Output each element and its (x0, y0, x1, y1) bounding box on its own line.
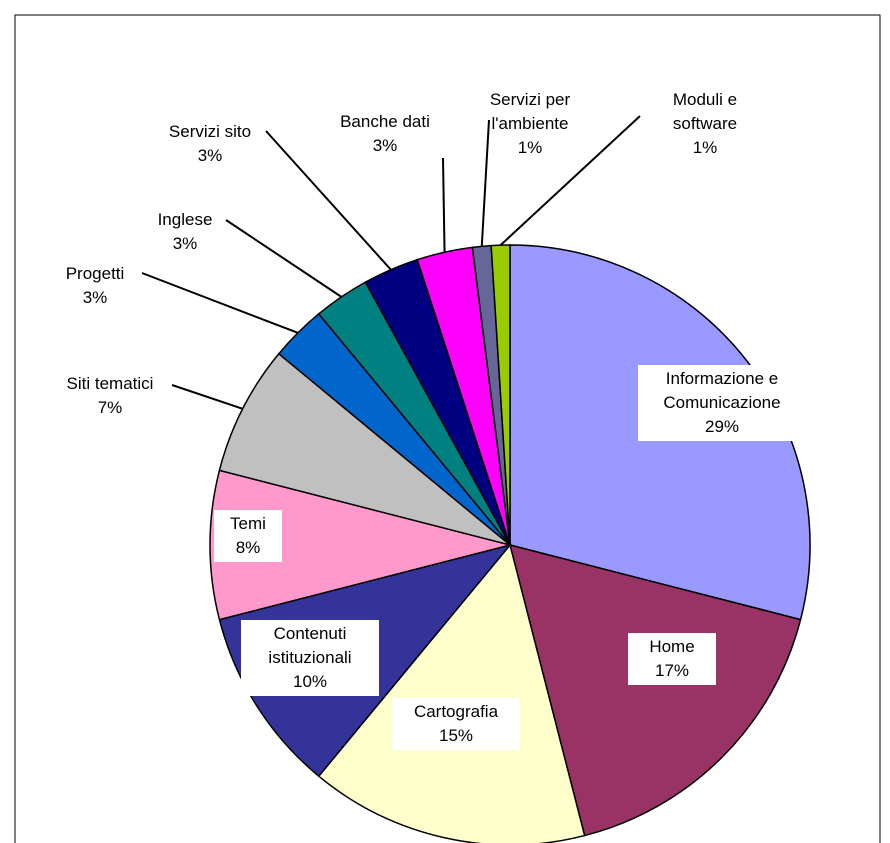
category-label: Progetti (65, 264, 125, 283)
value-label: 3% (372, 136, 398, 155)
leader-line (480, 119, 490, 247)
category-label: Inglese (157, 210, 213, 229)
slice-label: Cartografia 15% (392, 698, 520, 750)
value-label: 3% (197, 146, 223, 165)
value-label: 29% (704, 417, 740, 436)
value-label: 8% (235, 538, 261, 557)
category-label: Servizi per l'ambiente (489, 90, 571, 133)
slice-label: Banche dati 3% (315, 110, 455, 158)
category-label: Servizi sito (168, 122, 252, 141)
category-label: Cartografia (413, 702, 499, 721)
leader-line (171, 384, 244, 410)
value-label: 1% (517, 138, 543, 157)
value-label: 1% (692, 138, 718, 157)
value-label: 3% (172, 234, 198, 253)
slice-label: Servizi sito 3% (145, 120, 275, 168)
pie-slice (218, 352, 511, 546)
slice-label: Contenuti istituzionali 10% (241, 620, 379, 696)
slice-label: Siti tematici 7% (40, 372, 180, 420)
value-label: 17% (654, 661, 690, 680)
slice-label: Home 17% (628, 633, 716, 685)
value-label: 3% (82, 288, 108, 307)
category-label: Home (649, 637, 695, 656)
slice-label: Moduli e software 1% (650, 88, 760, 160)
value-label: 15% (438, 726, 474, 745)
category-label: Moduli e software (672, 90, 738, 133)
pie-slice (317, 543, 586, 843)
category-label: Informazione e Comunicazione (663, 369, 781, 412)
category-label: Banche dati (340, 112, 430, 131)
category-label: Contenuti istituzionali (268, 624, 352, 667)
slice-label: Temi 8% (214, 510, 282, 562)
category-label: Siti tematici (66, 374, 154, 393)
slice-label: Inglese 3% (140, 208, 230, 256)
slice-label: Servizi per l'ambiente 1% (460, 88, 600, 160)
category-label: Temi (230, 514, 266, 533)
leader-line (265, 130, 392, 271)
value-label: 7% (97, 398, 123, 417)
frame (14, 14, 881, 843)
leader-line (141, 272, 299, 334)
pie-slice (209, 469, 511, 621)
slice-label: Progetti 3% (50, 262, 140, 310)
leader-line (225, 219, 342, 298)
pie-slice (508, 543, 802, 837)
value-label: 10% (292, 672, 328, 691)
slice-label: Informazione e Comunicazione 29% (638, 365, 806, 441)
leader-line (499, 115, 641, 246)
leader-line (442, 157, 446, 253)
